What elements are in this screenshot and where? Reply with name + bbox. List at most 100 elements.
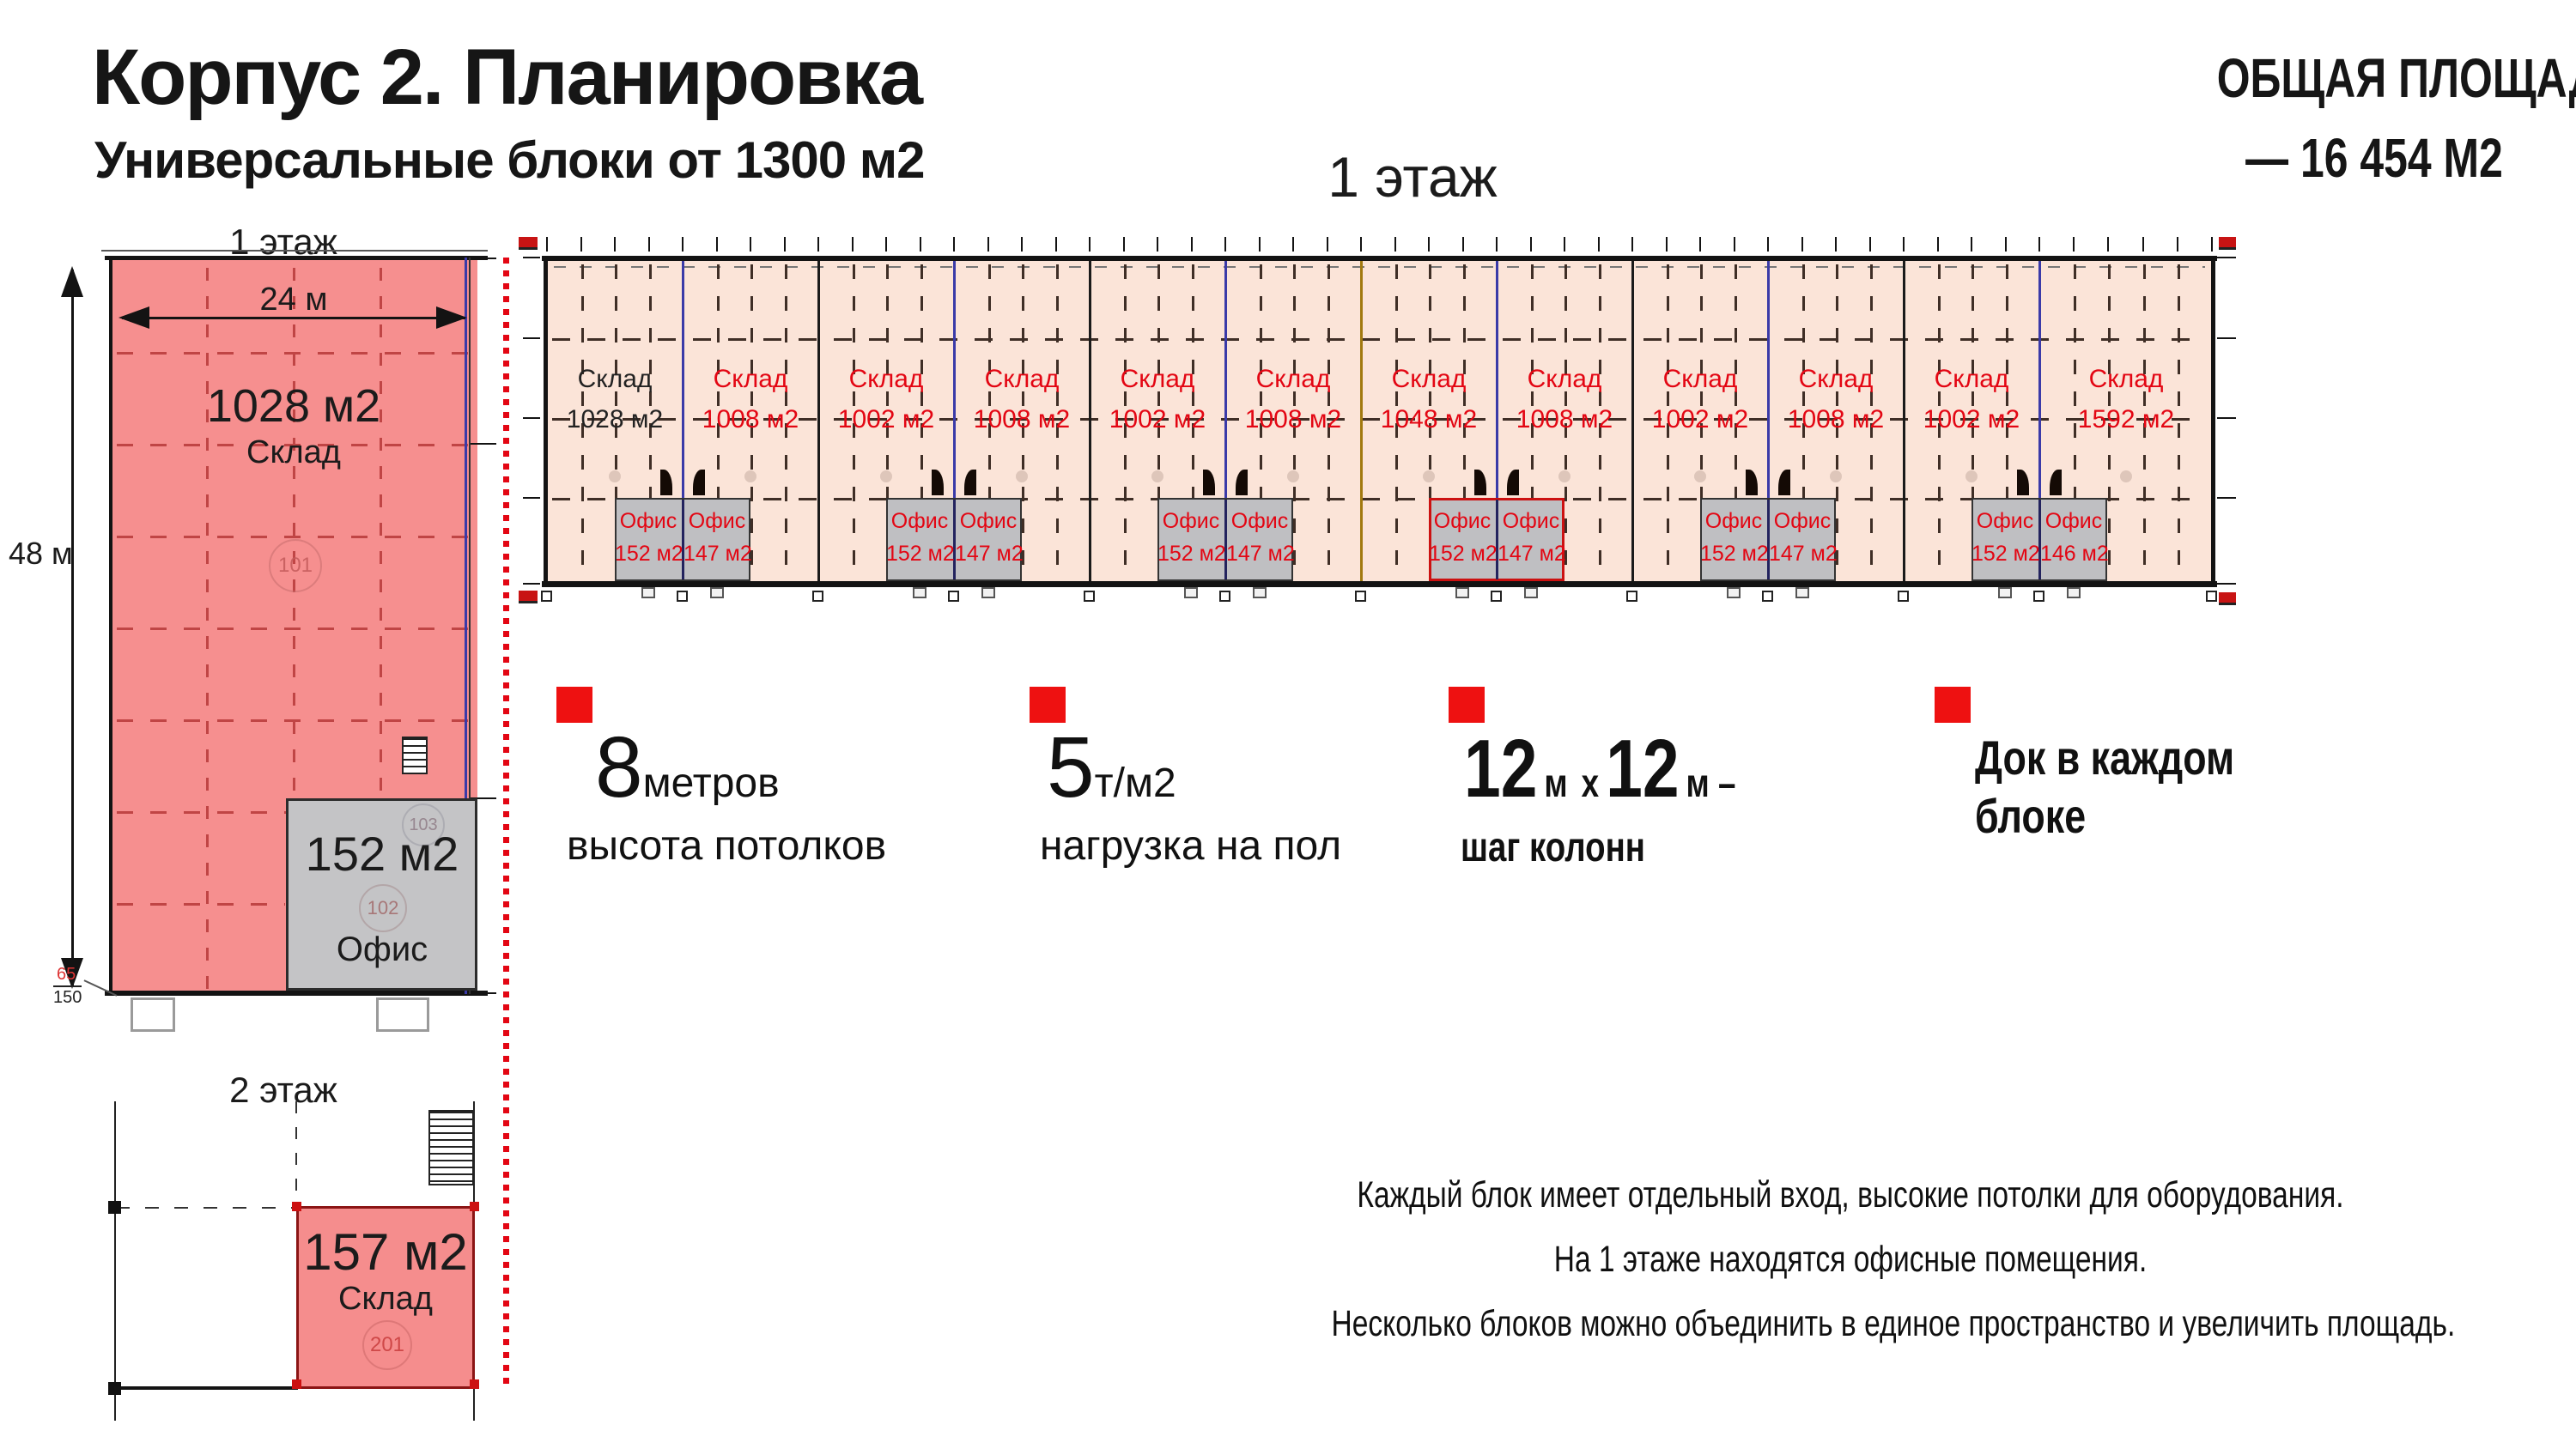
block-boundary-line <box>1631 260 1634 581</box>
dock-threshold-icon <box>2067 587 2081 598</box>
dim-height-arrow-line <box>71 270 74 987</box>
column-grid-line <box>615 264 617 578</box>
block-boundary-line <box>1903 260 1905 581</box>
feature-value: 8 <box>595 719 643 815</box>
warehouse-label-line: 1028 м2 <box>566 405 664 433</box>
feature-dock-line1: Док в каждом <box>1975 731 2235 785</box>
grid-tick <box>1869 237 1871 252</box>
room-number-102: 102 <box>359 884 407 932</box>
office-label-line: 147 м2 <box>1226 542 1295 566</box>
grid-x: х <box>1581 761 1600 805</box>
column-stub <box>1491 591 1502 602</box>
column-stub <box>1084 591 1095 602</box>
sprinkler-icon <box>880 470 892 482</box>
grid-tick <box>1530 237 1532 252</box>
office-label: Офис 152 м2 <box>1157 505 1226 570</box>
grid-tick <box>614 237 616 252</box>
grid-tick <box>1292 237 1294 252</box>
left-plan-wall-left <box>109 256 112 996</box>
door-icon <box>2050 470 2062 495</box>
sprinkler-icon <box>1965 470 1978 482</box>
warehouse-label-line: Склад <box>1798 365 1874 393</box>
warehouse-block-label: Склад 1002 м2 <box>1894 359 2049 440</box>
grid-tick <box>1055 237 1057 252</box>
dock-door-icon <box>376 997 429 1032</box>
office-label-line: 147 м2 <box>955 542 1024 566</box>
elevation-mark-icon <box>519 237 538 250</box>
arrow-down-icon <box>61 958 83 989</box>
office-label-line: 147 м2 <box>683 542 752 566</box>
column-stub <box>541 591 552 602</box>
office-label-line: Офис <box>619 509 677 533</box>
grid-tick <box>1666 237 1668 252</box>
sprinkler-icon <box>1016 470 1028 482</box>
door-icon <box>932 470 944 495</box>
column-grid-line <box>785 264 787 578</box>
building-wall-right <box>2211 256 2215 587</box>
grid-tick <box>2142 237 2144 252</box>
warehouse-label-line: 1048 м2 <box>1380 405 1478 433</box>
warehouse-block-label: Склад 1028 м2 <box>538 359 692 440</box>
floor2-wall-left <box>114 1101 116 1421</box>
feature-dock-line2: блоке <box>1975 789 2087 843</box>
dim-height-label: 48 м <box>9 536 73 571</box>
office-label-line: 152 м2 <box>1429 542 1498 566</box>
office-label-line: 147 м2 <box>1769 542 1838 566</box>
tick <box>471 992 496 994</box>
left-warehouse-label: Склад <box>246 434 341 470</box>
column-stub <box>1762 591 1773 602</box>
column-stub <box>677 591 688 602</box>
grid-line <box>117 352 474 355</box>
grid-tick <box>817 237 819 252</box>
column-grid-line <box>1564 264 1567 578</box>
dock-door-icon <box>131 997 175 1032</box>
warehouse-label-line: Склад <box>2088 365 2164 393</box>
grid-unit-1: м <box>1544 761 1568 805</box>
page-title: Корпус 2. Планировка <box>92 33 923 121</box>
column-stub <box>1626 591 1637 602</box>
warehouse-label-line: 1008 м2 <box>1787 405 1885 433</box>
grid-tick <box>1971 237 1972 252</box>
warehouse-block-label: Склад 1008 м2 <box>1487 359 1642 440</box>
grid-tick <box>953 237 955 252</box>
grid-node <box>108 1201 121 1214</box>
grid-tick <box>784 237 786 252</box>
grid-unit-2: м – <box>1686 761 1736 805</box>
column-grid-line <box>1260 264 1262 578</box>
sprinkler-icon <box>1694 470 1706 482</box>
grid-tick <box>987 237 989 252</box>
red-square-bullet-icon <box>556 687 592 723</box>
dock-threshold-icon <box>641 587 655 598</box>
note-text: Каждый блок имеет отдельный вход, высоки… <box>1357 1174 2344 1216</box>
grid-tick <box>1259 237 1261 252</box>
warehouse-label-line: 1008 м2 <box>973 405 1071 433</box>
column-grid-line <box>581 264 584 578</box>
grid-tick <box>1360 237 1362 252</box>
level-mark-top: 65 <box>57 965 76 984</box>
feature-value: 5 <box>1047 719 1095 815</box>
tick <box>471 258 496 259</box>
warehouse-label-line: 1008 м2 <box>1244 405 1342 433</box>
warehouse-label-line: 1002 м2 <box>837 405 935 433</box>
note-line: Несколько блоков можно объединить в един… <box>1185 1303 2516 1345</box>
building-wall-left <box>544 256 548 587</box>
feature-floor-load: 5т/м2 нагрузка на пол <box>1030 687 1433 884</box>
grid-tick <box>1835 237 1837 252</box>
tick <box>471 443 496 445</box>
grid-tick <box>2211 237 2213 252</box>
grid-tick <box>1903 237 1905 252</box>
warehouse-label-line: Склад <box>1934 365 2009 393</box>
dock-threshold-icon <box>1727 587 1741 598</box>
door-icon <box>1507 470 1519 495</box>
column-grid-line <box>1938 264 1941 578</box>
feature-caption: высота потолков <box>567 823 887 869</box>
grid-tick <box>1462 237 1464 252</box>
office-label: Офис 147 м2 <box>1769 505 1838 570</box>
warehouse-label-line: Склад <box>1527 365 1602 393</box>
column-grid-line <box>2178 264 2180 578</box>
feature-caption: шаг колонн <box>1461 825 1645 870</box>
note-text: На 1 этаже находятся офисные помещения. <box>1553 1239 2148 1280</box>
office-label-line: Офис <box>890 509 949 533</box>
floor2-grid-line <box>295 1101 297 1206</box>
door-icon <box>693 470 705 495</box>
